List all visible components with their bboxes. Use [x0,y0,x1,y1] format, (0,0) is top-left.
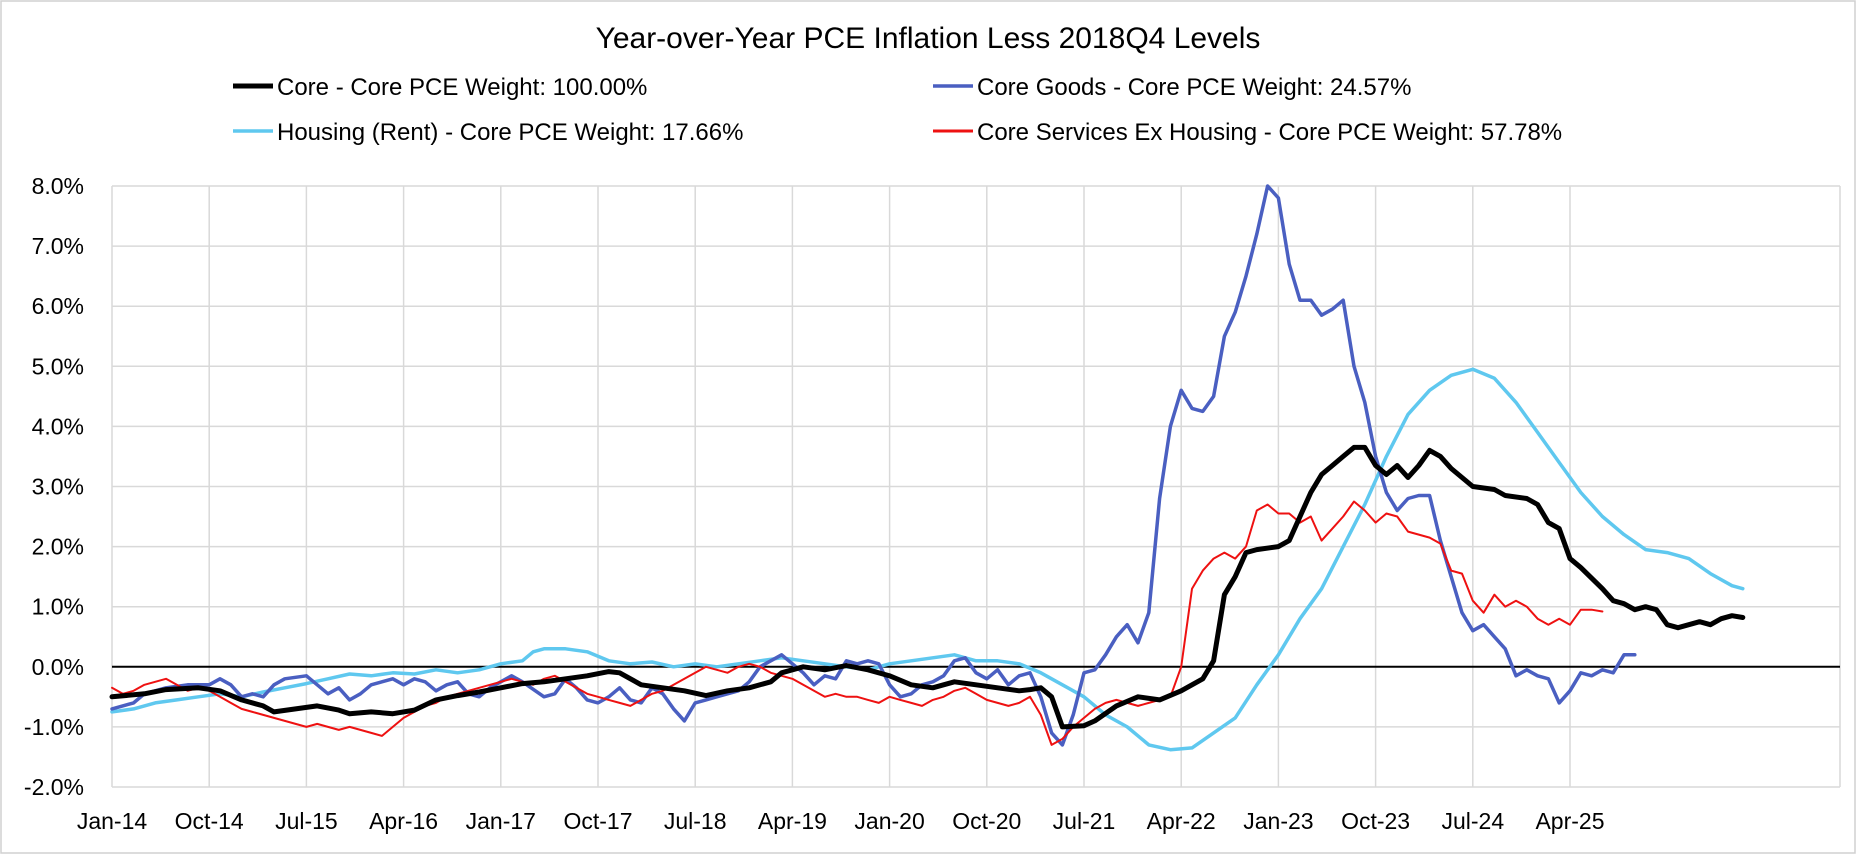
x-tick-label: Jan-20 [854,808,924,834]
series-line-2 [110,367,1745,752]
x-tick-label: Jan-14 [77,808,148,834]
x-axis: Jan-14 Oct-14 Jul-15 Apr-16 Jan-17 Oct-17 Jul-… [77,808,1605,834]
series-line-1 [110,184,1637,747]
x-tick-label: Oct-14 [175,808,244,834]
series-group [109,184,1746,752]
y-tick-label: 8.0% [32,173,84,199]
y-tick-label: 0.0% [32,654,84,680]
y-tick-label: -1.0% [24,714,84,740]
legend: Core - Core PCE Weight: 100.00% Core Good… [233,74,1562,146]
y-tick-label: 3.0% [32,474,84,500]
x-tick-label: Apr-16 [369,808,438,834]
x-tick-label: Oct-17 [563,808,632,834]
legend-label: Housing (Rent) - Core PCE Weight: 17.66% [277,119,743,146]
series-line-0 [109,444,1746,730]
x-tick-label: Apr-19 [758,808,827,834]
legend-label: Core Goods - Core PCE Weight: 24.57% [977,74,1411,101]
x-tick-label: Oct-20 [952,808,1021,834]
legend-label: Core - Core PCE Weight: 100.00% [277,74,647,101]
y-tick-label: 6.0% [32,293,84,319]
y-tick-label: 7.0% [32,233,84,259]
y-tick-label: -2.0% [24,774,84,800]
legend-label: Core Services Ex Housing - Core PCE Weig… [977,119,1562,146]
grid [111,185,1841,788]
x-tick-label: Jan-23 [1243,808,1313,834]
y-tick-label: 2.0% [32,534,84,560]
y-tick-label: 4.0% [32,413,84,439]
x-tick-label: Jul-24 [1441,808,1504,834]
x-tick-label: Jul-21 [1053,808,1116,834]
chart-title: Year-over-Year PCE Inflation Less 2018Q4… [596,22,1261,55]
x-tick-label: Oct-23 [1341,808,1410,834]
y-axis: 8.0% 7.0% 6.0% 5.0% 4.0% 3.0% 2.0% 1.0% 0.0% -1.0… [24,173,84,800]
x-tick-label: Jul-18 [664,808,727,834]
x-tick-label: Apr-22 [1147,808,1216,834]
x-tick-label: Apr-25 [1535,808,1604,834]
x-tick-label: Jan-17 [466,808,536,834]
y-tick-label: 5.0% [32,353,84,379]
y-tick-label: 1.0% [32,594,84,620]
series-line-3 [111,500,1604,746]
x-tick-label: Jul-15 [275,808,338,834]
